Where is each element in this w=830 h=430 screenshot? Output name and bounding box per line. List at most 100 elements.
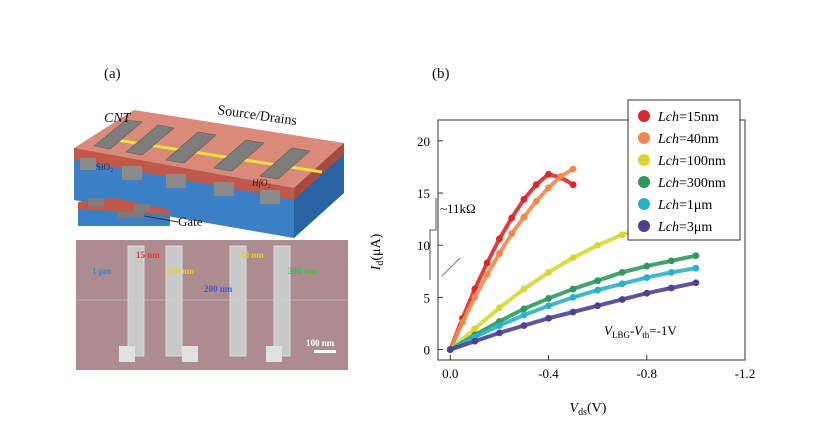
x-tick-label: -1.2 xyxy=(735,366,756,381)
sem-electrode-4 xyxy=(273,245,291,357)
data-point xyxy=(545,184,552,192)
y-tick-label: 20 xyxy=(417,134,430,149)
data-point xyxy=(496,329,503,337)
sem-label-40nm: 40 nm xyxy=(240,250,264,260)
sem-image: 15 nm 100 nm 40 nm 300 nm 1 µm 200 nm 10… xyxy=(76,240,348,370)
y-tick-label: 5 xyxy=(424,290,431,305)
y-tick-label: 15 xyxy=(417,186,430,201)
data-point xyxy=(496,250,503,257)
device-3d-schematic: CNT Source/Drains SiO₂ HfO₂ xyxy=(74,103,344,238)
sem-label-100nm: 100 nm xyxy=(166,266,195,276)
data-point xyxy=(483,271,491,278)
legend-swatch xyxy=(638,220,650,232)
data-point xyxy=(545,314,552,322)
label-gate: Gate xyxy=(178,214,203,229)
bias-label: VLBG-Vth=-1V xyxy=(604,323,677,340)
data-point xyxy=(508,214,516,222)
legend-swatch xyxy=(638,176,650,188)
data-point xyxy=(545,268,552,276)
substrate-side-face xyxy=(294,143,344,238)
data-point xyxy=(496,235,503,243)
electrode-block-2 xyxy=(122,166,142,180)
sem-pad-3 xyxy=(266,346,282,362)
data-point xyxy=(545,295,552,302)
series-15nm xyxy=(446,170,577,353)
y-tick-label: 10 xyxy=(417,238,430,253)
sem-pad-1 xyxy=(119,346,135,362)
plot-frame xyxy=(437,119,746,361)
electrode-4 xyxy=(213,139,265,172)
data-point xyxy=(471,293,479,301)
y-tick-label: 0 xyxy=(424,343,431,358)
resistance-label: ~11kΩ xyxy=(440,201,476,216)
data-point xyxy=(667,268,675,276)
legend-label: Lch=15nm xyxy=(657,110,719,125)
data-point xyxy=(496,322,503,329)
data-point xyxy=(643,274,651,281)
electrode-block-5 xyxy=(260,190,280,204)
resistance-annotation: ~11kΩ xyxy=(429,198,476,280)
electrode-2 xyxy=(125,124,175,156)
data-point xyxy=(569,254,577,262)
sem-electrode-3 xyxy=(229,245,247,357)
data-point xyxy=(545,302,552,310)
label-hfo2: HfO₂ xyxy=(251,178,271,188)
iv-chart: 0 5 10 15 20 0.0 -0.4 -0.8 -1.2 Id(μA) Vds(V) ~1… xyxy=(370,99,755,418)
legend-label: Lch=1μm xyxy=(657,198,712,213)
data-point xyxy=(471,337,479,345)
x-tick-label: -0.4 xyxy=(538,366,559,381)
legend-label: Lch=100nm xyxy=(657,154,726,169)
data-point xyxy=(594,302,602,310)
data-point xyxy=(520,213,528,221)
chart-ticks: 0 5 10 15 20 0.0 -0.4 -0.8 -1.2 xyxy=(417,134,755,381)
data-point xyxy=(532,181,540,189)
data-point xyxy=(594,286,602,294)
y-axis-label: Id(μA) xyxy=(370,233,386,271)
cross-section-inset: Gate xyxy=(78,198,203,229)
legend-box xyxy=(627,99,741,241)
data-point xyxy=(569,308,577,316)
sem-electrode-2 xyxy=(165,245,183,357)
data-point xyxy=(483,259,491,267)
sem-scale-bar xyxy=(314,350,336,353)
legend-label: Lch=300nm xyxy=(657,176,726,191)
data-point xyxy=(569,165,577,173)
data-point xyxy=(569,285,577,293)
electrode-block-3 xyxy=(166,174,186,188)
legend-swatch xyxy=(638,154,650,166)
legend: Lch=15nm Lch=40nm Lch=100nm Lch=300nm Lch=1μ… xyxy=(627,99,741,241)
data-point xyxy=(692,252,700,260)
data-point xyxy=(520,322,528,329)
data-point xyxy=(667,284,675,292)
data-point xyxy=(618,268,626,276)
legend-swatch xyxy=(638,198,650,210)
electrode-block-1 xyxy=(80,158,96,170)
electrode-1 xyxy=(93,119,143,150)
data-point xyxy=(508,230,516,238)
panel-b-label: (b) xyxy=(432,66,450,82)
data-point xyxy=(692,264,700,272)
data-point xyxy=(446,346,454,353)
data-point xyxy=(643,289,651,297)
legend-label: Lch=3μm xyxy=(657,220,712,235)
sem-label-200nm: 200 nm xyxy=(204,284,233,294)
series-1um xyxy=(446,264,700,353)
x-axis-label: Vds(V) xyxy=(570,401,607,418)
data-point xyxy=(520,311,528,319)
electrode-3 xyxy=(165,131,217,164)
data-point xyxy=(692,279,700,287)
data-point xyxy=(471,325,479,333)
data-point xyxy=(569,293,577,301)
data-point xyxy=(557,172,565,180)
data-point xyxy=(545,170,552,178)
series-3um xyxy=(446,279,700,353)
data-point xyxy=(643,262,651,270)
data-point xyxy=(618,280,626,288)
label-sio2: SiO₂ xyxy=(96,162,113,172)
data-point xyxy=(569,181,577,189)
panel-a-label: (a) xyxy=(104,66,121,82)
data-point xyxy=(496,304,503,312)
sem-label-1um: 1 µm xyxy=(92,266,112,276)
device-schematic-and-sem: CNT Source/Drains SiO₂ HfO₂ Gate 15 nm 1… xyxy=(74,103,348,370)
legend-swatch xyxy=(638,132,650,144)
